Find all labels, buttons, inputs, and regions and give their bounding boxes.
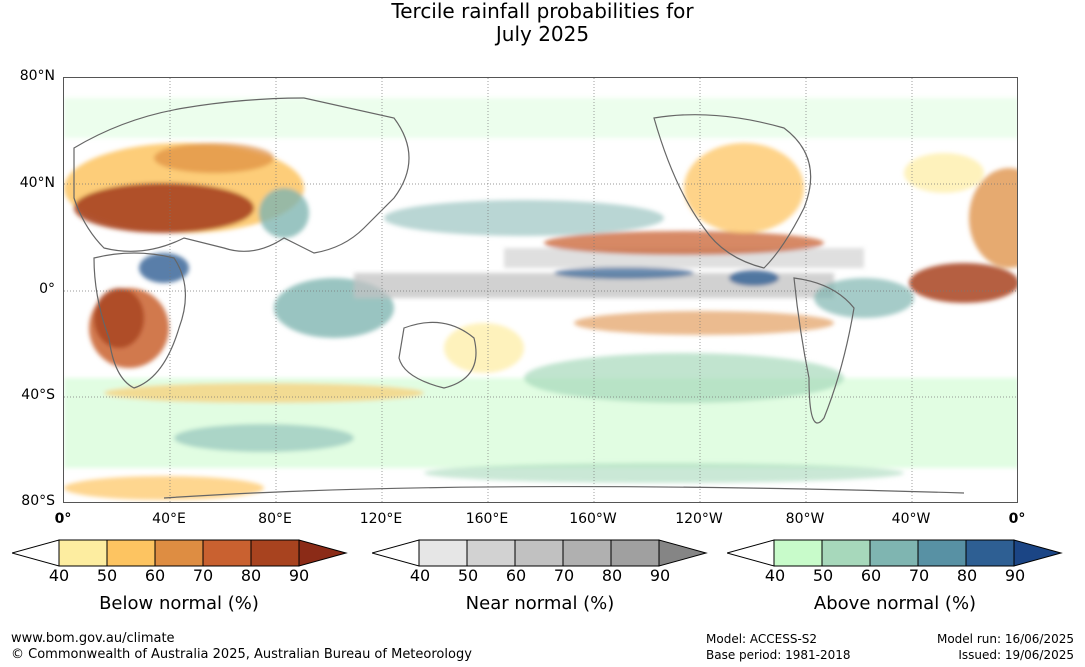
title-line-2: July 2025	[495, 22, 590, 46]
above-tick-50: 50	[812, 566, 834, 585]
colorbar-under-triangle	[372, 539, 420, 567]
below-tick-80: 80	[240, 566, 262, 585]
below-tick-60: 60	[144, 566, 166, 585]
lon-label-40e: 40°E	[152, 511, 186, 527]
colorbar-box	[514, 539, 564, 567]
lat-label-equator: 0°	[39, 281, 55, 297]
below-tick-90: 90	[288, 566, 310, 585]
legend-title-near: Near normal (%)	[465, 593, 615, 614]
title-line-1: Tercile rainfall probabilities for	[391, 0, 694, 23]
colorbar-over-triangle	[1013, 539, 1063, 567]
north-pacific-dry-band	[544, 231, 824, 255]
near-tick-50: 50	[457, 566, 479, 585]
central-asia-strong-dry	[74, 183, 254, 233]
lon-label-80e: 80°E	[258, 511, 292, 527]
colorbar-near	[372, 539, 708, 567]
colorbar-box	[610, 539, 660, 567]
above-tick-40: 40	[764, 566, 786, 585]
southern-indian-dry-band	[104, 383, 424, 403]
above-tick-90: 90	[1004, 566, 1026, 585]
near-tick-70: 70	[553, 566, 575, 585]
copyright-text: © Commonwealth of Australia 2025, Austra…	[11, 647, 472, 662]
website-link[interactable]: www.bom.gov.au/climate	[11, 631, 175, 646]
coastlines	[73, 97, 965, 499]
antarctic-dry-band	[64, 476, 264, 500]
colorbar-above	[727, 539, 1063, 567]
legend-title-below: Below normal (%)	[99, 593, 259, 614]
lon-label-120e: 120°E	[359, 511, 403, 527]
colorbar-under-triangle	[727, 539, 775, 567]
lon-label-120w: 120°W	[675, 511, 723, 527]
graticule	[64, 78, 1017, 502]
colorbar-box	[106, 539, 156, 567]
below-tick-50: 50	[96, 566, 118, 585]
lat-label-40s: 40°S	[21, 387, 55, 403]
atlantic-strong-dry	[909, 263, 1017, 303]
below-tick-40: 40	[48, 566, 70, 585]
colorbar-box	[418, 539, 468, 567]
pacific-wet-band	[384, 200, 664, 236]
above-tick-70: 70	[908, 566, 930, 585]
map-canvas	[64, 78, 1017, 502]
lon-label-160w: 160°W	[569, 511, 617, 527]
lon-label-0-east: 0°	[1008, 511, 1026, 527]
lat-label-40n: 40°N	[19, 175, 55, 191]
colorbar-box	[821, 539, 871, 567]
above-tick-80: 80	[956, 566, 978, 585]
colorbar-over-triangle	[298, 539, 348, 567]
above-tick-60: 60	[860, 566, 882, 585]
probability-map	[63, 77, 1018, 503]
lon-label-0-west: 0°	[54, 511, 72, 527]
colorbar-box	[250, 539, 300, 567]
lon-label-160e: 160°E	[465, 511, 509, 527]
lat-label-80n: 80°N	[19, 68, 55, 84]
colorbar-box	[773, 539, 823, 567]
colorbar-box	[562, 539, 612, 567]
lon-label-80w: 80°W	[785, 511, 825, 527]
model-run-date: Model run: 16/06/2025	[936, 632, 1074, 646]
legend-near-normal	[372, 538, 710, 568]
base-period: Base period: 1981-2018	[706, 648, 851, 662]
north-america-dry	[684, 143, 804, 233]
lat-label-80s: 80°S	[21, 493, 55, 509]
near-tick-40: 40	[409, 566, 431, 585]
near-tick-80: 80	[601, 566, 623, 585]
legend-above-normal	[727, 538, 1065, 568]
near-tick-90: 90	[649, 566, 671, 585]
legend-below-normal	[12, 538, 350, 568]
colorbar-box	[154, 539, 204, 567]
near-tick-60: 60	[505, 566, 527, 585]
issued-date: Issued: 19/06/2025	[958, 648, 1074, 662]
model-name: Model: ACCESS-S2	[706, 632, 818, 646]
colorbar-box	[965, 539, 1015, 567]
northern-green-band	[64, 98, 1017, 138]
below-tick-70: 70	[192, 566, 214, 585]
colorbar-box	[869, 539, 919, 567]
colorbar-box	[202, 539, 252, 567]
lon-label-40w: 40°W	[891, 511, 931, 527]
legend-title-above: Above normal (%)	[813, 593, 977, 614]
colorbar-under-triangle	[12, 539, 60, 567]
colorbar-below	[12, 539, 348, 567]
map-title: Tercile rainfall probabilities for July …	[0, 0, 1085, 46]
colorbar-box	[466, 539, 516, 567]
colorbar-over-triangle	[658, 539, 708, 567]
colorbar-box	[917, 539, 967, 567]
colorbar-box	[58, 539, 108, 567]
